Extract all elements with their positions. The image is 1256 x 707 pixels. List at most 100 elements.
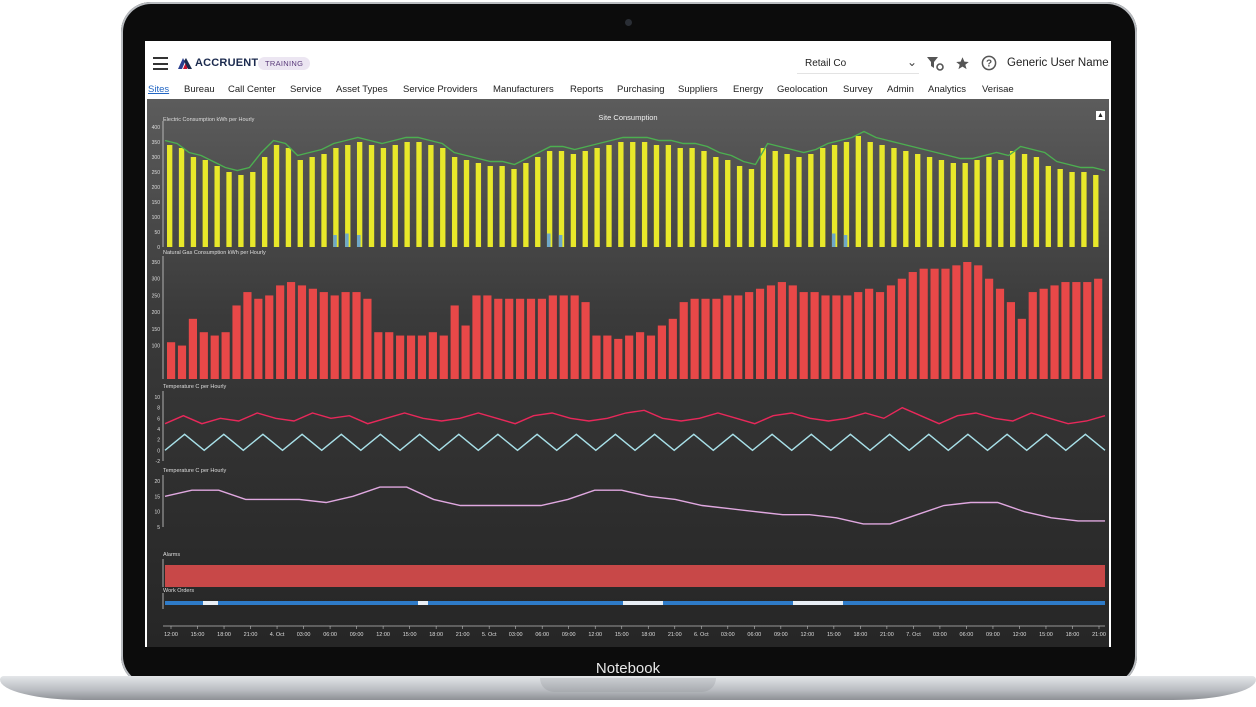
- chart-panel: Site Consumption ▲ Electric Consumption …: [147, 99, 1109, 647]
- electric-bar: [273, 145, 280, 247]
- electric-bar: [1069, 172, 1075, 247]
- gas-bar: [832, 295, 841, 379]
- star-icon[interactable]: [955, 56, 970, 71]
- electric-bar: [297, 160, 303, 247]
- y-tick-label: 6: [157, 416, 160, 422]
- electric-bar: [487, 166, 493, 247]
- x-tick-label: 06:00: [960, 632, 974, 638]
- electric-bar: [748, 169, 755, 247]
- gas-bar: [941, 268, 950, 379]
- gas-bar: [810, 292, 819, 379]
- y-tick-label: 300: [152, 277, 161, 283]
- chevron-down-icon: ⌄: [906, 55, 917, 69]
- gas-bar: [723, 295, 732, 379]
- work-orders-gap: [793, 601, 843, 605]
- collapse-icon[interactable]: ▲: [1096, 111, 1105, 120]
- gas-bar: [483, 295, 492, 379]
- x-tick-label: 15:00: [191, 632, 205, 638]
- gas-bar: [472, 295, 481, 379]
- gas-bar: [559, 295, 568, 379]
- gas-bar: [908, 272, 917, 379]
- electric-bar: [891, 148, 897, 247]
- x-tick-label: 21:00: [456, 632, 470, 638]
- gas-bar: [766, 285, 776, 379]
- nav-item-admin[interactable]: Admin: [887, 84, 914, 95]
- x-tick-label: 12:00: [800, 632, 814, 638]
- help-icon[interactable]: ?: [981, 55, 997, 71]
- y-tick-label: 400: [152, 125, 161, 131]
- y-tick-label: 10: [154, 510, 160, 516]
- filter-settings-icon[interactable]: [927, 56, 944, 71]
- electric-bar: [570, 154, 577, 247]
- nav-item-survey[interactable]: Survey: [843, 84, 873, 95]
- nav-item-bureau[interactable]: Bureau: [184, 84, 215, 95]
- y-tick-label: 4: [157, 427, 160, 433]
- y-tick-label: 100: [152, 344, 161, 350]
- electric-bar: [843, 142, 850, 247]
- nav-item-analytics[interactable]: Analytics: [928, 84, 967, 95]
- nav-item-reports[interactable]: Reports: [570, 84, 604, 95]
- electric-bar: [594, 148, 600, 247]
- gas-bar: [636, 332, 645, 379]
- nav-item-verisae[interactable]: Verisae: [982, 84, 1014, 95]
- temperature-line-red: [164, 406, 1106, 425]
- company-select[interactable]: Retail Co ⌄: [797, 55, 919, 74]
- main-nav: Sites Bureau Call Center Service Asset T…: [145, 83, 1111, 99]
- pane-title: Natural Gas Consumption kWh per Hourly: [163, 250, 266, 256]
- laptop-notch: [540, 678, 716, 692]
- nav-item-geolocation[interactable]: Geolocation: [777, 84, 828, 95]
- user-name[interactable]: Generic User Name: [1007, 57, 1109, 69]
- electric-bar: [689, 148, 695, 247]
- pane-title: Temperature C per Hourly: [163, 468, 227, 474]
- nav-item-suppliers[interactable]: Suppliers: [678, 84, 718, 95]
- x-tick-label: 18:00: [853, 632, 867, 638]
- menu-icon[interactable]: [153, 57, 168, 70]
- electric-bar: [1093, 175, 1099, 247]
- y-tick-label: 2: [157, 438, 160, 444]
- camera-icon: [625, 19, 632, 26]
- nav-item-call-center[interactable]: Call Center: [228, 84, 276, 95]
- nav-item-purchasing[interactable]: Purchasing: [617, 84, 665, 95]
- x-tick-label: 18:00: [1066, 632, 1080, 638]
- electric-sub-bar: [356, 235, 361, 247]
- y-tick-label: 350: [152, 260, 161, 266]
- electric-sub-bar: [333, 235, 337, 247]
- nav-item-energy[interactable]: Energy: [733, 84, 764, 95]
- electric-bar: [772, 151, 778, 247]
- electric-bar: [523, 163, 529, 247]
- electric-bar: [736, 166, 743, 247]
- nav-item-service[interactable]: Service: [290, 84, 322, 95]
- electric-bar: [582, 151, 588, 247]
- gas-bar: [1028, 292, 1037, 379]
- top-bar: ACCRUENT TRAINING Retail Co ⌄ ? Generic …: [145, 41, 1111, 85]
- gas-bar: [254, 298, 263, 379]
- gas-bar: [603, 335, 612, 379]
- electric-bar: [368, 145, 375, 247]
- electric-bar: [618, 142, 624, 247]
- gas-bar: [886, 285, 896, 379]
- nav-item-sites[interactable]: Sites: [148, 84, 170, 95]
- nav-item-manufacturers[interactable]: Manufacturers: [493, 84, 554, 95]
- gas-bar: [341, 292, 350, 379]
- electric-bar: [606, 145, 612, 247]
- gas-bar: [548, 295, 557, 379]
- pane-title: Alarms: [163, 552, 180, 558]
- y-tick-label: 200: [152, 185, 161, 191]
- electric-bar: [879, 145, 885, 247]
- nav-item-asset-types[interactable]: Asset Types: [336, 84, 388, 95]
- x-tick-label: 03:00: [721, 632, 735, 638]
- gas-bar: [286, 282, 296, 379]
- electric-bar: [214, 166, 220, 247]
- y-tick-label: 10: [154, 395, 160, 401]
- electric-bar: [451, 157, 458, 247]
- gas-bar: [985, 278, 994, 379]
- x-tick-label: 5. Oct: [482, 632, 497, 638]
- gas-bar: [875, 292, 885, 379]
- electric-bar: [440, 148, 446, 247]
- nav-item-service-providers[interactable]: Service Providers: [403, 84, 478, 95]
- electric-bar: [250, 172, 256, 247]
- y-tick-label: 0: [157, 448, 160, 454]
- gas-bar: [701, 298, 710, 379]
- electric-bar: [392, 145, 398, 247]
- electric-sub-bar: [831, 233, 836, 247]
